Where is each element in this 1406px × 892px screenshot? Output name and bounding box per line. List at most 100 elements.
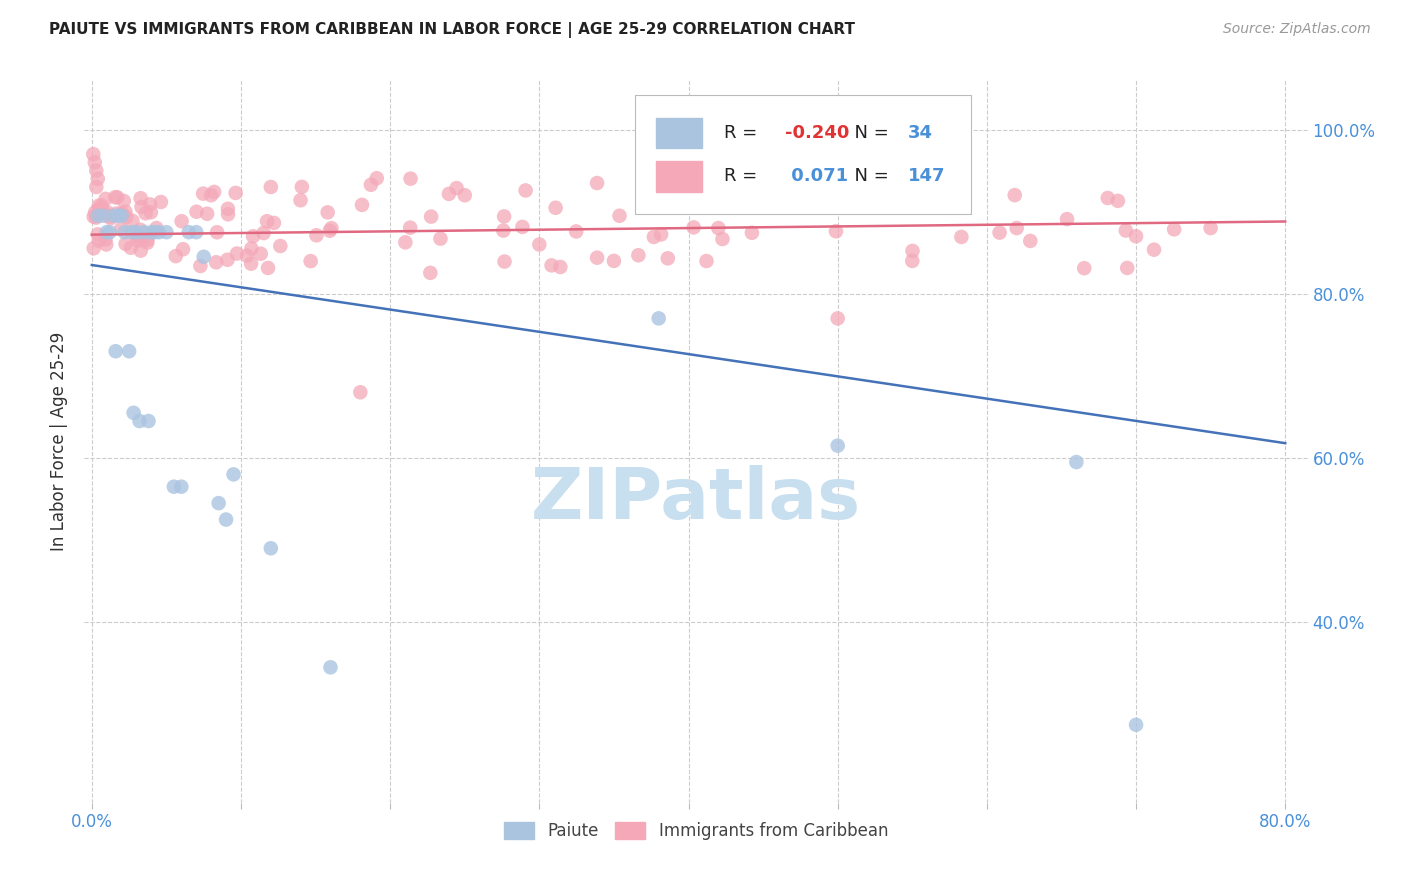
Point xyxy=(165,249,187,263)
Point xyxy=(84,205,107,219)
Point xyxy=(399,220,422,235)
Point xyxy=(111,209,134,223)
Point xyxy=(609,209,631,223)
Point xyxy=(291,180,314,194)
Point xyxy=(321,221,343,235)
Point xyxy=(84,163,107,178)
Point xyxy=(115,210,138,224)
Point xyxy=(647,311,669,326)
Point xyxy=(87,227,110,242)
Point xyxy=(741,226,763,240)
Point xyxy=(657,252,679,266)
Point xyxy=(1125,718,1147,732)
Point xyxy=(399,171,422,186)
Point xyxy=(1107,194,1129,208)
Point xyxy=(87,199,110,213)
Text: N =: N = xyxy=(842,124,894,142)
Point xyxy=(217,207,239,221)
Point xyxy=(360,178,382,192)
Text: 147: 147 xyxy=(908,168,945,186)
Point xyxy=(193,250,215,264)
Text: -0.240: -0.240 xyxy=(786,124,849,142)
Point xyxy=(257,260,280,275)
Text: ZIPatlas: ZIPatlas xyxy=(531,465,860,533)
Point xyxy=(190,259,212,273)
Point xyxy=(177,225,200,239)
Point xyxy=(1097,191,1119,205)
Point xyxy=(1143,243,1166,257)
Point xyxy=(627,248,650,262)
Point xyxy=(225,186,247,200)
Point xyxy=(120,241,142,255)
Point xyxy=(349,385,371,400)
Point xyxy=(122,406,145,420)
Point xyxy=(876,183,898,197)
Point xyxy=(139,205,162,219)
Point xyxy=(643,230,665,244)
Point xyxy=(170,214,193,228)
Point xyxy=(93,209,115,223)
Point xyxy=(731,173,754,187)
Point xyxy=(112,194,135,208)
Point xyxy=(748,181,770,195)
Point xyxy=(269,239,291,253)
Point xyxy=(226,246,249,260)
Point xyxy=(110,222,132,236)
Point xyxy=(319,224,342,238)
Text: 0.071: 0.071 xyxy=(786,168,848,186)
Text: PAIUTE VS IMMIGRANTS FROM CARIBBEAN IN LABOR FORCE | AGE 25-29 CORRELATION CHART: PAIUTE VS IMMIGRANTS FROM CARIBBEAN IN L… xyxy=(49,22,855,38)
Point xyxy=(121,225,143,239)
Point xyxy=(707,221,730,235)
Point xyxy=(529,237,551,252)
Point xyxy=(512,219,534,234)
Point xyxy=(127,234,149,248)
Point xyxy=(1116,260,1139,275)
Point xyxy=(1056,212,1078,227)
Point xyxy=(163,480,186,494)
Point xyxy=(94,232,117,246)
Point xyxy=(249,246,271,260)
Point xyxy=(827,439,849,453)
Point xyxy=(1066,455,1088,469)
Point xyxy=(98,225,121,239)
Point xyxy=(950,230,973,244)
Point xyxy=(305,228,328,243)
Bar xyxy=(655,118,702,148)
Point xyxy=(83,241,105,255)
Point xyxy=(988,226,1011,240)
Text: 34: 34 xyxy=(908,124,932,142)
Point xyxy=(132,225,155,239)
Point xyxy=(83,155,105,169)
Point xyxy=(299,254,322,268)
Point xyxy=(437,186,460,201)
Point xyxy=(217,202,239,216)
Point xyxy=(186,204,208,219)
Point xyxy=(494,254,516,268)
Point xyxy=(205,225,228,239)
Point xyxy=(129,244,152,258)
Point xyxy=(1073,261,1095,276)
Point xyxy=(148,225,170,239)
Point xyxy=(242,229,264,244)
Point xyxy=(650,227,672,242)
Point xyxy=(136,233,159,247)
Point xyxy=(544,201,567,215)
Point xyxy=(1199,221,1222,235)
Point xyxy=(366,171,388,186)
Point xyxy=(195,207,218,221)
Point xyxy=(191,186,214,201)
Point xyxy=(125,225,148,239)
Point xyxy=(540,258,562,272)
Point xyxy=(550,260,572,274)
Point xyxy=(111,206,134,220)
Point xyxy=(139,197,162,211)
Point xyxy=(129,191,152,205)
Point xyxy=(260,180,283,194)
Point xyxy=(84,211,107,225)
Point xyxy=(96,205,118,219)
Point xyxy=(350,198,373,212)
Point xyxy=(1115,223,1137,237)
Point xyxy=(454,188,477,202)
Point xyxy=(825,224,848,238)
Point xyxy=(586,251,609,265)
